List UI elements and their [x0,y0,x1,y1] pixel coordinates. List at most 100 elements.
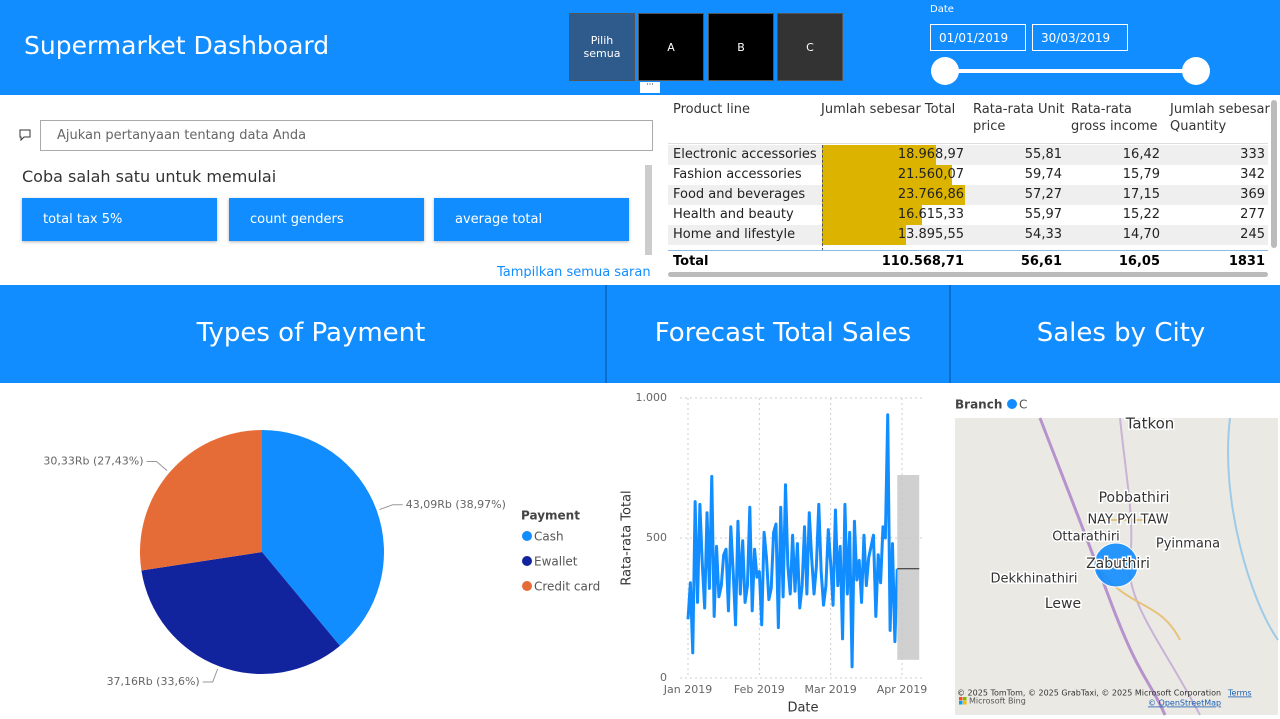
date-start[interactable]: 01/01/2019 [930,24,1026,51]
provider-logo [963,701,967,705]
divider [949,285,951,383]
legend-marker [522,531,532,541]
x-axis-label: Date [787,701,818,716]
provider: Microsoft Bing [969,697,1026,706]
slider-handle[interactable] [931,57,959,85]
section-title: Types of Payment [196,318,426,348]
pie-slice [141,552,340,674]
data-label: 43,09Rb (38,97%) [406,498,506,511]
legend-marker [522,556,532,566]
cell: 277 [1240,207,1265,222]
table-row: Fashion accessories 21.560,07 59,74 15,79 34… [668,165,1268,185]
suggestion-button[interactable]: count genders [229,198,424,241]
forecast-band [897,475,920,660]
cell: Home and lifestyle [673,227,796,242]
legend-label: Cash [534,530,564,544]
legend-label: C [1019,398,1027,412]
provider-logo [959,701,963,705]
y-tick-label: 500 [646,531,667,544]
cell: Health and beauty [673,207,794,222]
map-bubble [1093,542,1139,588]
y-tick-label: 0 [660,671,667,684]
cell: 55,97 [1024,207,1062,222]
cell: 18.968,97 [897,147,964,162]
charts: 43,09Rb (38,97%) 37,16Rb (33,6%) 30,33Rb (… [43,391,1279,716]
line [686,413,899,669]
leader-line [202,668,219,683]
cell: 57,27 [1024,187,1062,202]
river [1227,417,1279,641]
place-label: Zabuthiri [1086,556,1150,572]
data-label: 30,33Rb (27,43%) [43,454,143,467]
cell: 15,79 [1122,167,1160,182]
scrollbar [645,165,652,255]
cell: 23.766,86 [897,187,964,202]
data-bar [822,145,937,165]
provider-logo [959,697,963,701]
section-title: Sales by City [1036,318,1206,348]
table-row: Health and beauty 16.615,33 55,97 15,22 277 [668,205,1268,225]
place-label: Lewe [1045,596,1081,612]
x-tick-label: Jan 2019 [663,683,712,696]
more-options[interactable]: ··· [640,81,660,93]
date-end[interactable]: 30/03/2019 [1032,24,1128,51]
place-label: Ottarathiri [1052,530,1120,545]
leader-line [379,504,403,511]
qna-panel: Ajukan pertanyaan tentang data Anda Coba… [0,95,665,278]
data-bar [822,165,952,185]
cell: 54,33 [1024,227,1062,242]
column-header: Rata-rata Unit price [973,102,1065,134]
suggestion-button[interactable]: total tax 5% [22,198,217,241]
bar-axis [822,145,823,251]
dashboard-title: Supermarket Dashboard [24,31,330,60]
column-header: Rata-rata gross income [1071,102,1158,134]
place-label: NAY PYI TAW [1087,513,1168,528]
cell: 333 [1240,147,1265,162]
total-label: Total [673,254,709,269]
legend-label: Ewallet [534,555,578,569]
total-cell: 110.568,71 [881,254,964,269]
place-label: Pobbathiri [1099,490,1170,506]
slicer-button[interactable]: A [638,13,704,81]
scrollbar [1271,100,1277,248]
qna-input[interactable]: Ajukan pertanyaan tentang data Anda [40,120,653,151]
total-cell: 56,61 [1020,254,1062,269]
total-cell: 1831 [1228,254,1265,269]
place-label: Tatkon [1125,415,1175,433]
table-row: Home and lifestyle 13.895,55 54,33 14,70 245 [668,225,1268,245]
slider-handle[interactable] [1182,57,1210,85]
legend-label: Credit card [534,580,600,594]
x-tick-label: Feb 2019 [734,683,785,696]
y-axis-label: Rata-rata Total [620,490,635,585]
cell: 15,22 [1122,207,1160,222]
attribution: © 2025 TomTom, © 2025 GrabTaxi, © 2025 M… [957,689,1221,698]
total-rule [668,250,1268,251]
legend-title: Branch [955,398,1002,412]
legend-marker [1007,399,1017,409]
date-label: Date [930,4,954,15]
cell: 59,74 [1024,167,1062,182]
header-rule [668,143,1268,144]
suggestion-button[interactable]: average total [434,198,629,241]
legend-marker [522,581,532,591]
road [1038,417,1167,716]
table: Product line Jumlah sebesar Total Rata-rat… [668,96,1280,282]
show-more[interactable]: Tampilkan semua saran [497,265,651,278]
scrollbar [668,272,1268,277]
terms-link: Terms [1227,689,1252,698]
slicer-button[interactable]: B [708,13,774,81]
slicer-button[interactable]: Pilih semua [569,13,635,81]
data-label: 37,16Rb (33,6%) [107,675,200,688]
provider-logo [963,697,967,701]
total-cell: 16,05 [1118,254,1160,269]
qna-icon [19,129,31,142]
column-header: Jumlah sebesar Quantity [1170,102,1270,134]
x-tick-label: Mar 2019 [805,683,857,696]
slicer-button[interactable]: C [777,13,843,81]
table-row: Food and beverages 23.766,86 57,27 17,15 369 [668,185,1268,205]
section-title: Forecast Total Sales [654,318,912,348]
cell: 16,42 [1122,147,1160,162]
data-bar [822,185,965,205]
data-bar [822,205,922,225]
